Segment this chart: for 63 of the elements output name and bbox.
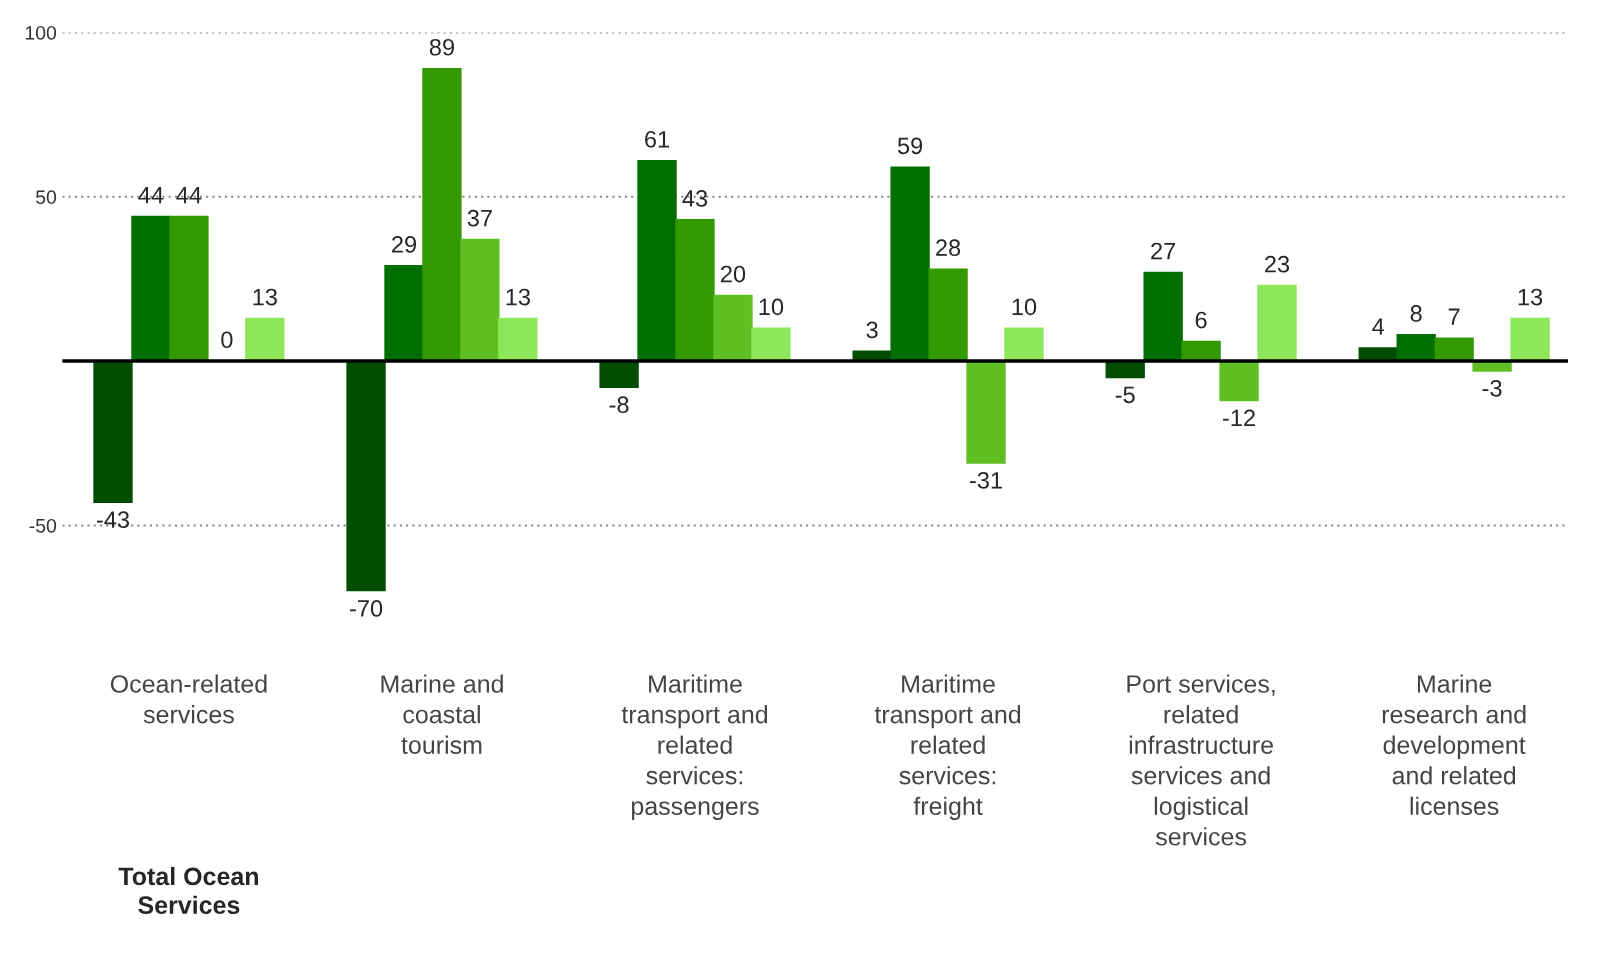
x-tick-label: Port services, related infrastructure services and logistical services <box>1127 674 1275 846</box>
data-label: 43 <box>682 190 708 207</box>
data-label: 27 <box>1151 242 1176 260</box>
bar <box>498 317 538 362</box>
bar <box>675 219 715 362</box>
data-label: 44 <box>138 187 164 204</box>
data-label: -70 <box>350 600 383 617</box>
x-tick-label: Ocean-related services <box>110 674 267 724</box>
x-tick-label: Marine research and development and related licenses <box>1382 674 1526 816</box>
bar <box>599 360 639 389</box>
data-label: 10 <box>759 298 784 316</box>
bar <box>1434 337 1474 362</box>
bar <box>1219 360 1259 402</box>
data-label: -12 <box>1223 409 1255 426</box>
bar <box>751 327 791 362</box>
text: Total Ocean Services <box>118 866 258 915</box>
bar <box>384 265 424 362</box>
bar <box>422 67 462 362</box>
data-label: 89 <box>429 38 454 56</box>
data-label: -31 <box>969 471 1002 489</box>
y-tick-label: 100 <box>25 25 57 40</box>
data-label: 6 <box>1195 311 1207 329</box>
data-label: -3 <box>1482 379 1502 397</box>
bar <box>93 360 133 504</box>
data-label: 28 <box>936 239 961 257</box>
data-label: 10 <box>1012 298 1037 316</box>
bar <box>169 215 209 362</box>
x-tick-label: Maritime transport and related services: passengers <box>621 674 768 820</box>
bar <box>1510 317 1550 362</box>
bar <box>890 166 930 362</box>
bar <box>460 238 500 362</box>
data-label: 61 <box>645 130 670 148</box>
data-label: 13 <box>1518 288 1543 306</box>
data-label: -5 <box>1115 386 1135 404</box>
bar <box>966 360 1006 464</box>
data-label: 4 <box>1372 318 1385 335</box>
data-label: 29 <box>392 236 417 253</box>
data-label: 13 <box>253 288 277 306</box>
data-label: 3 <box>866 321 878 339</box>
data-label: 59 <box>897 137 923 155</box>
bar <box>1143 271 1183 362</box>
bar <box>713 294 753 362</box>
x-tick-label: Marine and coastal tourism <box>381 674 503 754</box>
data-label: 7 <box>1448 308 1460 325</box>
data-label: 37 <box>467 209 492 227</box>
data-label: 0 <box>221 331 233 349</box>
x-tick-label: Maritime transport and related services: freight <box>874 674 1021 820</box>
bar <box>928 268 968 362</box>
data-label: 44 <box>176 187 202 204</box>
data-label: 23 <box>1265 255 1290 273</box>
data-label: 8 <box>1410 305 1422 322</box>
bar <box>637 159 677 362</box>
bar <box>1004 327 1044 362</box>
data-label: -43 <box>97 511 130 529</box>
bar <box>131 215 171 362</box>
data-label: 13 <box>506 288 530 306</box>
bar <box>245 317 285 362</box>
data-label: 20 <box>721 265 746 283</box>
data-label: -8 <box>609 396 629 414</box>
y-tick-label: 50 <box>36 190 57 205</box>
bar <box>1257 284 1297 362</box>
y-tick-label: -50 <box>29 518 57 533</box>
bar <box>346 360 386 592</box>
